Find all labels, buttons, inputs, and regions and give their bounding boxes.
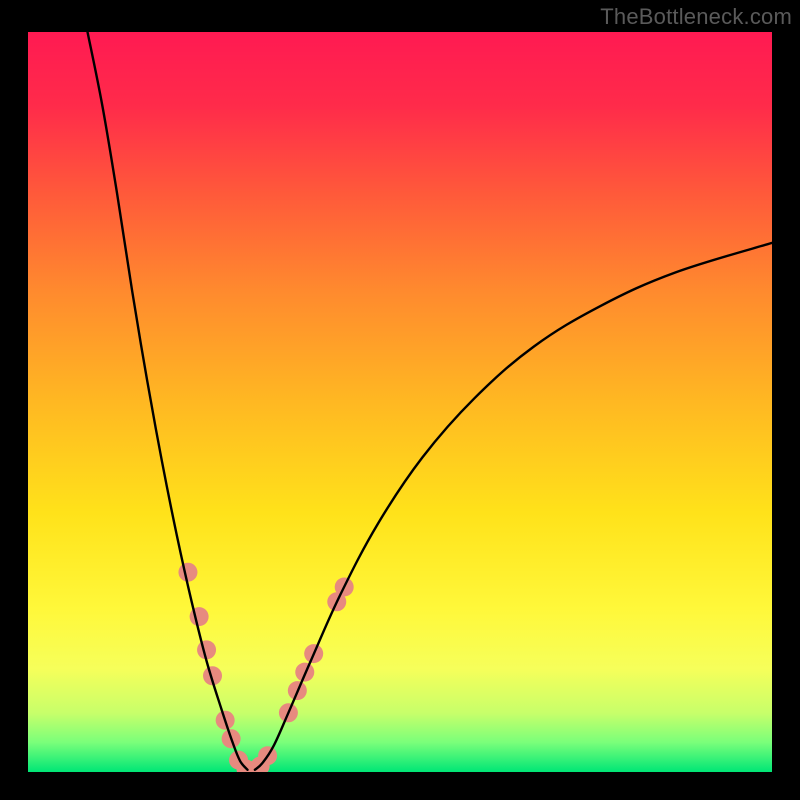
watermark-text: TheBottleneck.com <box>600 4 792 30</box>
plot-background <box>28 32 772 772</box>
bottleneck-v-curve-chart <box>0 0 800 800</box>
data-marker <box>178 563 197 582</box>
chart-container: TheBottleneck.com <box>0 0 800 800</box>
